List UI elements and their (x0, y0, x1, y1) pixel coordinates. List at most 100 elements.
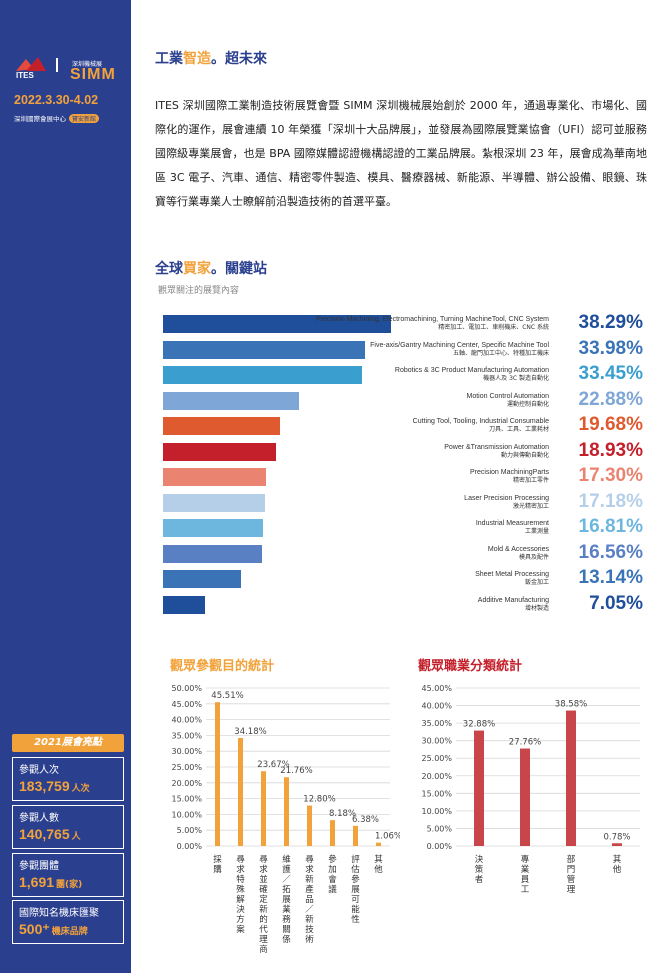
interest-row: Power &Transmission Automation 動力與傳動自動化 18… (163, 440, 643, 463)
interest-bar (163, 468, 266, 486)
value-label: 27.76% (509, 738, 541, 748)
interest-label-zh: 運動控制自動化 (506, 400, 549, 408)
sidebar: ITES 深圳機械展 SIMM 2022.3.30-4.02 深圳國際會展中心寶… (0, 0, 131, 973)
interest-label-en: Sheet Metal Processing (475, 571, 549, 578)
interest-label: Precision MachiningParts 精密加工零件 (470, 468, 549, 485)
interest-label-en: Robotics & 3C Product Manufacturing Auto… (394, 367, 549, 374)
interest-label: Five-axis/Gantry Machining Center, Speci… (370, 341, 549, 358)
interest-value: 22.88% (578, 388, 643, 410)
interest-row: Mold & Accessories 模具及配件 16.56% (163, 541, 643, 565)
interest-value: 16.81% (578, 516, 643, 537)
interest-label: Mold & Accessories 模具及配件 (488, 545, 549, 562)
value-label: 23.67% (257, 760, 289, 770)
title-part: 。關鍵站 (211, 261, 267, 277)
interest-row: Five-axis/Gantry Machining Center, Speci… (163, 337, 643, 361)
interest-row: Sheet Metal Processing 鈑金加工 13.14% (163, 567, 643, 590)
interest-value: 38.29% (578, 312, 643, 333)
interest-bar (163, 519, 264, 537)
interest-bar (163, 442, 276, 461)
bar (612, 843, 622, 846)
section2-title: 全球買家。關鍵站 (155, 258, 267, 278)
interest-label-en: Industrial Measurement (475, 520, 549, 527)
interest-bar (163, 570, 242, 588)
bar (566, 710, 576, 846)
interest-label-en: Laser Precision Processing (464, 494, 549, 502)
interest-label: Motion Control Automation 運動控制自動化 (467, 392, 550, 409)
category-label: 決策者 (475, 854, 484, 885)
category-label: 評估參展可能性 (351, 854, 360, 925)
interest-label-en: Additive Manufacturing (477, 596, 549, 604)
stat-value: 500⁺ (19, 921, 50, 937)
interest-label-zh: 精密加工零件 (512, 477, 549, 484)
stat-visits: 參觀人次 183,759 人次 (12, 757, 124, 801)
stat-label: 國際知名機床匯聚 (19, 908, 99, 919)
interest-label: Industrial Measurement 工業測量 (476, 519, 549, 536)
interest-value: 7.05% (589, 592, 643, 614)
bar (215, 702, 220, 846)
interest-label-en: Cutting Tool, Tooling, Industrial Consum… (412, 418, 549, 425)
interest-value: 17.30% (578, 465, 643, 486)
interest-label-en: Power &Transmission Automation (444, 443, 549, 451)
stat-value: 140,765 (19, 826, 70, 842)
category-label: 專業員工 (521, 854, 530, 895)
bar (261, 771, 266, 846)
stat-value: 1,691 (19, 874, 55, 890)
interest-bar (163, 417, 281, 435)
purpose-chart: 0.00% 5.00% 10.00% 15.00% 20.00% 25.00% 30.00%… (171, 684, 400, 955)
category-label: 採購 (213, 854, 222, 875)
y-tick-label: 40.00% (421, 702, 452, 711)
interest-label-zh: 模具及配件 (518, 553, 549, 561)
bar (376, 842, 381, 846)
interest-row: Motion Control Automation 運動控制自動化 22.88% (163, 388, 643, 412)
section1-title: 工業智造。超未來 (155, 48, 267, 68)
interest-label-zh: 增材製造 (524, 604, 549, 612)
value-label: 6.38% (352, 815, 379, 825)
category-label: 部門管理 (567, 854, 576, 895)
value-label: 34.18% (234, 727, 266, 737)
y-tick-label: 10.00% (421, 807, 452, 816)
interest-label-en: Mold & Accessories (487, 545, 549, 553)
simm-logo-subtext: 深圳機械展 (72, 61, 103, 68)
category-label: 維護／拓展業務關係 (282, 854, 291, 945)
venue-badge: 寶安新館 (69, 114, 100, 123)
interest-label-zh: 鈑金加工 (524, 579, 549, 586)
interest-label-en: Motion Control Automation (466, 392, 550, 400)
category-label: 尋求特殊解決方案 (236, 855, 245, 935)
stat-visitors: 參觀人數 140,765 人 (12, 805, 124, 849)
highlights-title: 2021展會亮點 (12, 734, 124, 752)
y-tick-label: 15.00% (421, 789, 452, 798)
interest-value: 33.98% (578, 337, 643, 359)
event-date: 2022.3.30-4.02 (14, 93, 99, 107)
value-label: 12.80% (303, 795, 335, 805)
interest-value: 13.14% (578, 567, 643, 588)
value-label: 0.78% (603, 832, 630, 842)
y-tick-label: 30.00% (421, 737, 452, 746)
interest-label: Laser Precision Processing 激光精密加工 (464, 494, 549, 511)
y-tick-label: 25.00% (421, 754, 452, 763)
stat-value: 183,759 (19, 778, 70, 794)
value-label: 45.51% (211, 691, 243, 701)
interest-label-zh: 刀具、工具、工業耗材 (488, 426, 549, 433)
interest-label-zh: 機器人及 3C 製造自動化 (483, 375, 549, 382)
category-label: 參加會議 (328, 854, 337, 895)
bar (520, 748, 530, 846)
value-label: 1.06% (375, 832, 400, 842)
stat-unit: 人 (71, 832, 81, 842)
stat-label: 參觀團體 (19, 861, 59, 872)
title-part: 。超未來 (211, 51, 267, 67)
y-tick-label: 25.00% (171, 763, 202, 772)
y-tick-label: 35.00% (171, 731, 202, 740)
interest-value: 16.56% (578, 541, 643, 563)
value-label: 21.76% (280, 766, 312, 776)
stat-label: 參觀人數 (19, 813, 59, 824)
title-accent: 買家 (183, 261, 211, 277)
interest-bar (163, 366, 363, 384)
interest-label-en: Five-axis/Gantry Machining Center, Speci… (370, 341, 549, 349)
title-part: 全球 (155, 261, 183, 277)
bar (284, 777, 289, 846)
value-label: 38.58% (555, 700, 587, 710)
category-label: 尋求新產品／新技術 (305, 855, 314, 945)
interest-row: Additive Manufacturing 增材製造 7.05% (163, 592, 643, 616)
interest-bar (163, 595, 205, 614)
y-tick-label: 20.00% (421, 772, 452, 781)
